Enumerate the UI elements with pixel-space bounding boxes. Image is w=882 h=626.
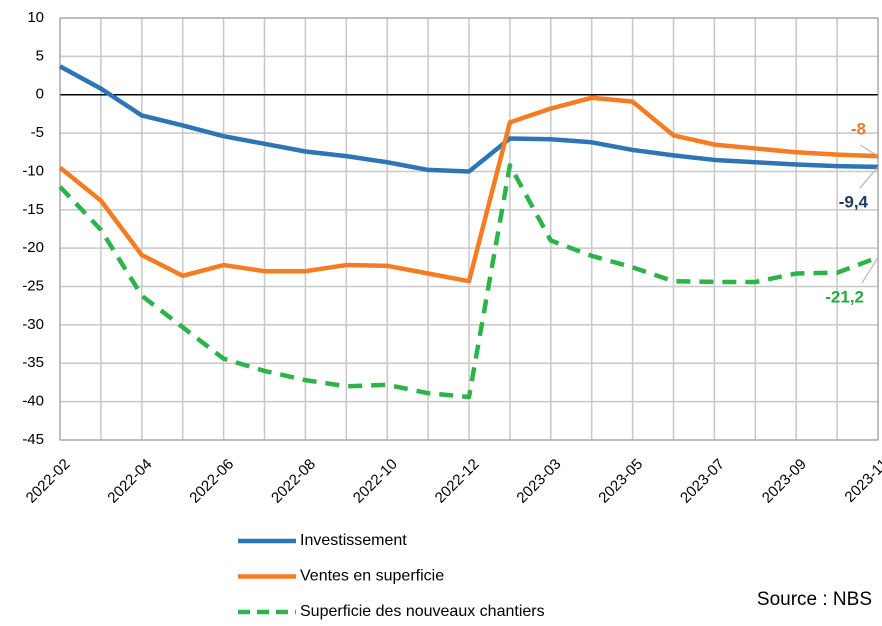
- end-label: -9,4: [839, 192, 869, 211]
- y-tick-label: -10: [22, 162, 44, 179]
- x-tick-label: 2022-08: [268, 456, 319, 507]
- y-tick-label: -5: [31, 124, 44, 141]
- y-tick-label: -20: [22, 239, 44, 256]
- y-tick-label: -30: [22, 316, 44, 333]
- y-tick-label: -35: [22, 354, 44, 371]
- x-tick-label: 2023-09: [759, 456, 810, 507]
- series-line: [58, 163, 879, 400]
- x-tick-label: 2023-05: [595, 456, 646, 507]
- series-line: [58, 95, 879, 284]
- x-tick-label: 2023-11: [841, 456, 882, 506]
- source: Source : NBS: [757, 589, 872, 610]
- x-tick-label: 2023-03: [513, 456, 564, 507]
- series-line: [58, 64, 879, 174]
- y-tick-label: 10: [27, 9, 44, 26]
- x-tick-label: 2022-02: [23, 456, 74, 507]
- leader-line: [861, 257, 879, 284]
- y-tick-label: -45: [22, 431, 44, 448]
- y-tick-label: 5: [36, 47, 44, 64]
- legend-label: Investissement: [300, 532, 407, 549]
- legend-label: Superficie des nouveaux chantiers: [300, 603, 545, 620]
- end-label: -21,2: [825, 287, 864, 306]
- y-tick-label: -15: [22, 201, 44, 218]
- x-tick-label: 2023-07: [677, 456, 728, 507]
- leader-line: [859, 144, 879, 157]
- x-tick-label: 2022-06: [186, 456, 237, 507]
- end-label: -8: [851, 119, 866, 138]
- y-tick-label: -25: [22, 278, 44, 295]
- legend-label: Ventes en superficie: [300, 568, 444, 585]
- y-tick-label: -40: [22, 393, 44, 410]
- plot-border: [59, 17, 879, 441]
- leader-line: [859, 166, 879, 189]
- x-tick-label: 2022-10: [350, 456, 401, 507]
- x-tick-label: 2022-04: [104, 456, 155, 507]
- x-tick-label: 2022-12: [432, 456, 483, 507]
- y-tick-label: 0: [36, 86, 44, 103]
